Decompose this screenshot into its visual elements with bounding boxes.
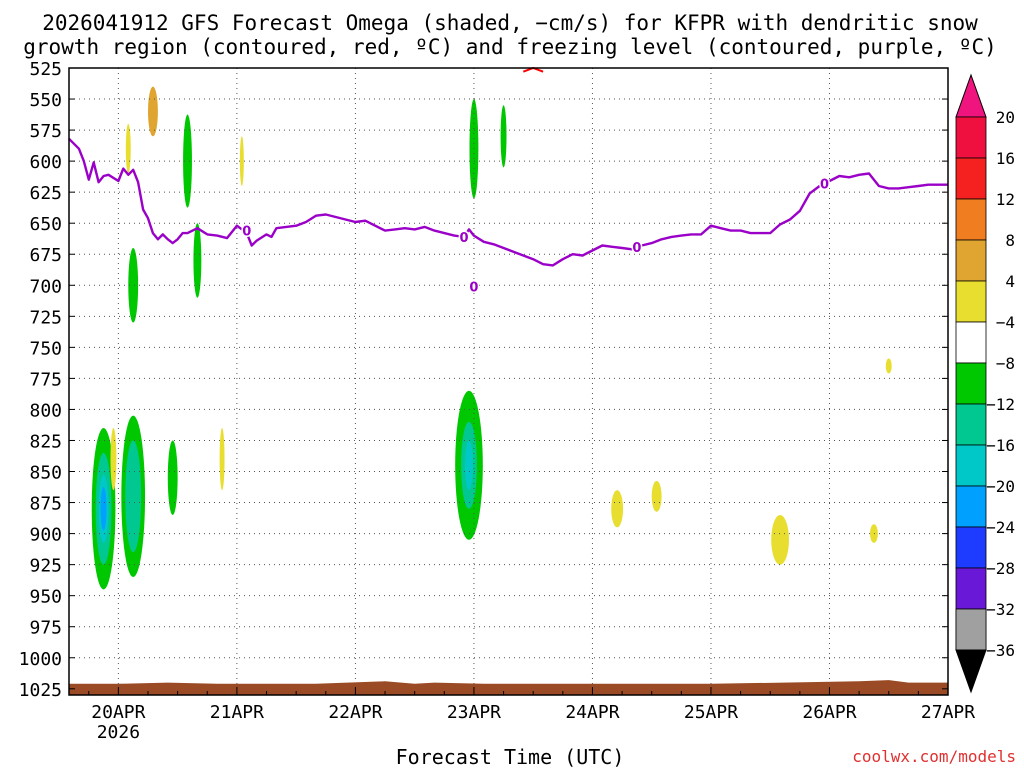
colorbar-swatch [955, 485, 987, 528]
x-tick-label: 23APR [447, 702, 501, 723]
chart-title-line2: growth region (contoured, red, ºC) and f… [23, 35, 997, 59]
x-tick-label: 26APR [802, 702, 856, 723]
colorbar-swatch [955, 321, 987, 364]
y-tick-label: 525 [29, 59, 62, 80]
colorbar-label: −36 [986, 641, 1015, 660]
omega-region-8 [465, 440, 473, 491]
freezing-level-label: 0 [242, 225, 251, 240]
freezing-level-line [68, 137, 948, 267]
y-tick-label: 750 [29, 338, 62, 359]
colorbar-swatch [955, 362, 987, 405]
x-tick-label: 24APR [565, 702, 619, 723]
y-tick-label: 725 [29, 307, 62, 328]
surface-terrain-fill [69, 680, 948, 695]
colorbar-label: 20 [996, 108, 1015, 127]
freezing-level-label: 0 [632, 241, 641, 256]
omega-region-9 [128, 248, 139, 323]
colorbar-swatch [955, 157, 987, 200]
y-tick-label: 650 [29, 214, 62, 235]
x-tick-label: 20APR [91, 702, 145, 723]
y-tick-label: 550 [29, 90, 62, 111]
watermark: coolwx.com/models [852, 747, 1016, 766]
omega-region-5 [100, 487, 107, 531]
y-tick-label: 575 [29, 121, 62, 142]
surface-fill [69, 680, 948, 695]
colorbar-label: −24 [986, 518, 1015, 537]
y-tick-label: 950 [29, 587, 62, 608]
omega-region-19 [885, 358, 892, 374]
freezing-level-label: 0 [469, 281, 478, 296]
omega-region-15 [611, 490, 624, 528]
x-axis-label: Forecast Time (UTC) [396, 745, 625, 768]
chart-title-line1: 2026041912 GFS Forecast Omega (shaded, −… [42, 11, 978, 35]
freezing-level-label: 0 [460, 231, 469, 246]
colorbar-bottom-arrow [955, 649, 987, 694]
x-tick-label: 21APR [210, 702, 264, 723]
colorbar-label: −12 [986, 395, 1015, 414]
y-tick-label: 975 [29, 618, 62, 639]
omega-region-17 [771, 514, 789, 565]
y-tick-label: 825 [29, 431, 62, 452]
omega-region-21 [125, 123, 131, 174]
y-tick-label: 1025 [19, 680, 62, 701]
colorbar-swatch [955, 198, 987, 241]
omega-region-11 [183, 114, 192, 208]
y-tick-label: 675 [29, 245, 62, 266]
y-tick-label: 925 [29, 556, 62, 577]
omega-shading [91, 86, 892, 590]
y-axis: 525 550 575 600 625 650 675 700 725 750 775 800 825 8… [19, 59, 948, 701]
y-tick-label: 900 [29, 525, 62, 546]
omega-region-20 [110, 428, 117, 491]
omega-region-3 [125, 440, 142, 553]
colorbar: 20 16 12 8 4 −4 −8 −12 −16 −20 −24 −28 −32 −36 [955, 73, 1015, 694]
omega-region-16 [651, 480, 662, 512]
y-tick-label: 875 [29, 494, 62, 515]
colorbar-swatch [955, 567, 987, 610]
x-tick-label: 22APR [328, 702, 382, 723]
colorbar-swatch [955, 116, 987, 159]
contours: 0 0 0 0 0 [68, 66, 948, 297]
colorbar-swatch-last [955, 608, 987, 651]
colorbar-top-arrow [955, 73, 987, 118]
omega-region-12 [193, 223, 202, 298]
colorbar-swatch [955, 280, 987, 323]
omega-region-18 [869, 524, 878, 543]
omega-region-10 [167, 440, 178, 515]
colorbar-label: 16 [996, 149, 1015, 168]
y-tick-label: 625 [29, 183, 62, 204]
x-tick-label: 27APR [921, 702, 975, 723]
colorbar-swatch [955, 444, 987, 487]
y-tick-label: 700 [29, 276, 62, 297]
colorbar-label: −20 [986, 477, 1015, 496]
gridlines [69, 68, 949, 695]
colorbar-label: −4 [996, 313, 1015, 332]
colorbar-label: 12 [996, 190, 1015, 209]
colorbar-label: 8 [1005, 231, 1015, 250]
omega-region-23 [239, 136, 244, 186]
freezing-level-label: 0 [820, 177, 829, 192]
y-tick-label: 600 [29, 152, 62, 173]
colorbar-label: −32 [986, 600, 1015, 619]
colorbar-swatch [955, 239, 987, 282]
plot-frame [68, 67, 949, 696]
omega-region-24 [148, 86, 158, 137]
colorbar-label: 4 [1005, 272, 1015, 291]
colorbar-label: −8 [996, 354, 1015, 373]
omega-region-14 [500, 105, 507, 168]
y-tick-label: 800 [29, 400, 62, 421]
y-tick-label: 775 [29, 369, 62, 390]
colorbar-label: −16 [986, 436, 1015, 455]
colorbar-swatch [955, 526, 987, 569]
colorbar-label: −28 [986, 559, 1015, 578]
colorbar-swatch [955, 403, 987, 446]
omega-region-22 [219, 428, 225, 491]
y-tick-label: 850 [29, 463, 62, 484]
y-tick-label: 1000 [19, 649, 62, 670]
x-tick-label: 25APR [684, 702, 738, 723]
x-tick-sublabel: 2026 [97, 722, 140, 743]
